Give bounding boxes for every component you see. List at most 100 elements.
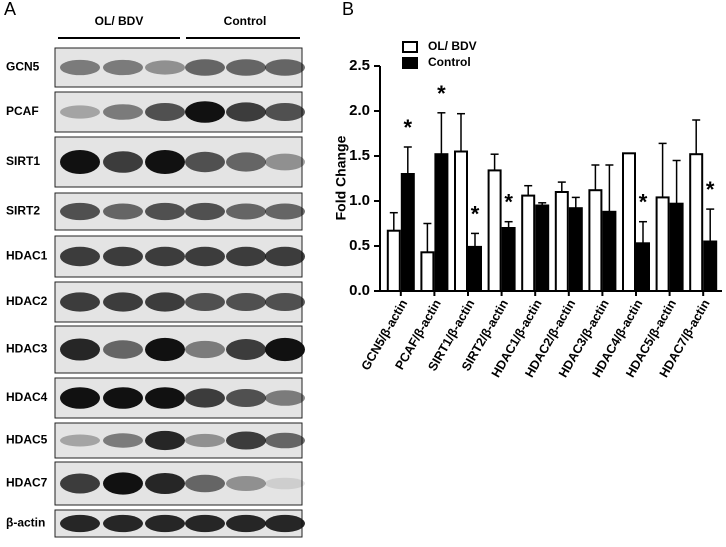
band	[265, 103, 305, 121]
band	[185, 388, 225, 408]
band	[145, 202, 185, 221]
y-tick-label: 1.0	[349, 192, 370, 209]
bar	[454, 150, 468, 292]
band	[185, 246, 225, 267]
legend-label: Control	[428, 55, 471, 69]
legend-swatch	[402, 57, 418, 69]
bar	[535, 204, 550, 292]
row-label: GCN5	[6, 60, 40, 74]
bar	[568, 207, 583, 292]
group-label: OL/ BDV	[95, 14, 144, 28]
band	[226, 339, 266, 360]
band	[145, 430, 185, 451]
legend-label: OL/ BDV	[428, 39, 477, 53]
band	[60, 202, 100, 221]
band	[145, 514, 185, 533]
band	[226, 293, 266, 311]
bar	[689, 153, 704, 292]
band	[145, 337, 185, 362]
band	[60, 105, 100, 119]
row-label: HDAC7	[6, 476, 48, 490]
band	[265, 203, 305, 220]
band	[226, 389, 266, 407]
legend-swatch	[402, 41, 418, 53]
panel-label: A	[4, 0, 16, 19]
significance-mark: *	[504, 190, 513, 215]
band	[185, 514, 225, 533]
band	[60, 434, 100, 447]
band	[60, 338, 100, 361]
row-label: HDAC2	[6, 294, 48, 308]
bar	[655, 196, 670, 292]
band	[226, 246, 266, 267]
row-label: SIRT1	[6, 154, 40, 168]
band	[185, 474, 225, 493]
band	[265, 514, 305, 533]
band	[185, 433, 225, 448]
bar	[703, 240, 718, 292]
panel-label: B	[342, 0, 354, 19]
band	[185, 59, 225, 76]
band	[103, 203, 143, 220]
band	[226, 152, 266, 172]
row-label: PCAF	[6, 104, 39, 118]
band	[145, 103, 185, 121]
band	[265, 59, 305, 76]
row-label: HDAC4	[6, 390, 48, 404]
band	[226, 431, 266, 450]
band	[226, 203, 266, 220]
band	[60, 150, 100, 174]
band	[265, 337, 305, 362]
y-axis-label: Fold Change	[333, 135, 349, 220]
band	[185, 293, 225, 311]
bar	[434, 153, 449, 292]
bar	[554, 191, 569, 292]
band	[103, 340, 143, 359]
band	[60, 514, 100, 533]
band	[60, 292, 100, 312]
band	[185, 202, 225, 221]
bar	[602, 210, 617, 292]
band	[265, 390, 305, 406]
band	[145, 60, 185, 75]
bar	[636, 242, 650, 293]
bar	[521, 194, 536, 293]
band	[103, 387, 143, 409]
band	[145, 292, 185, 312]
significance-mark: *	[437, 81, 446, 106]
band	[185, 340, 225, 359]
band	[103, 292, 143, 312]
band	[265, 432, 305, 449]
bar	[669, 202, 684, 292]
y-tick-label: 0.0	[349, 282, 370, 299]
y-tick-label: 1.5	[349, 147, 370, 164]
band	[103, 59, 143, 76]
significance-mark: *	[706, 177, 715, 202]
band	[103, 433, 143, 448]
band	[60, 473, 100, 494]
blot-panel: OL/ BDV Control GCN5 PCAF SIRT1 SIRT2 HDAC1 HDA…	[6, 14, 305, 538]
band	[226, 514, 266, 533]
y-tick-label: 0.5	[349, 237, 370, 254]
bar	[588, 189, 603, 292]
band	[60, 59, 100, 76]
significance-mark: *	[404, 115, 413, 140]
band	[145, 246, 185, 267]
y-tick-label: 2.0	[349, 102, 370, 119]
bar	[468, 245, 482, 292]
band	[60, 246, 100, 267]
group-label: Control	[224, 14, 267, 28]
band	[103, 151, 143, 173]
band	[226, 59, 266, 76]
band	[226, 475, 266, 492]
band	[103, 472, 143, 495]
band	[103, 514, 143, 533]
bar	[622, 152, 636, 292]
row-label: HDAC1	[6, 249, 48, 263]
significance-mark: *	[471, 201, 480, 226]
band	[60, 387, 100, 409]
significance-mark: *	[639, 190, 648, 215]
bar	[501, 227, 516, 292]
